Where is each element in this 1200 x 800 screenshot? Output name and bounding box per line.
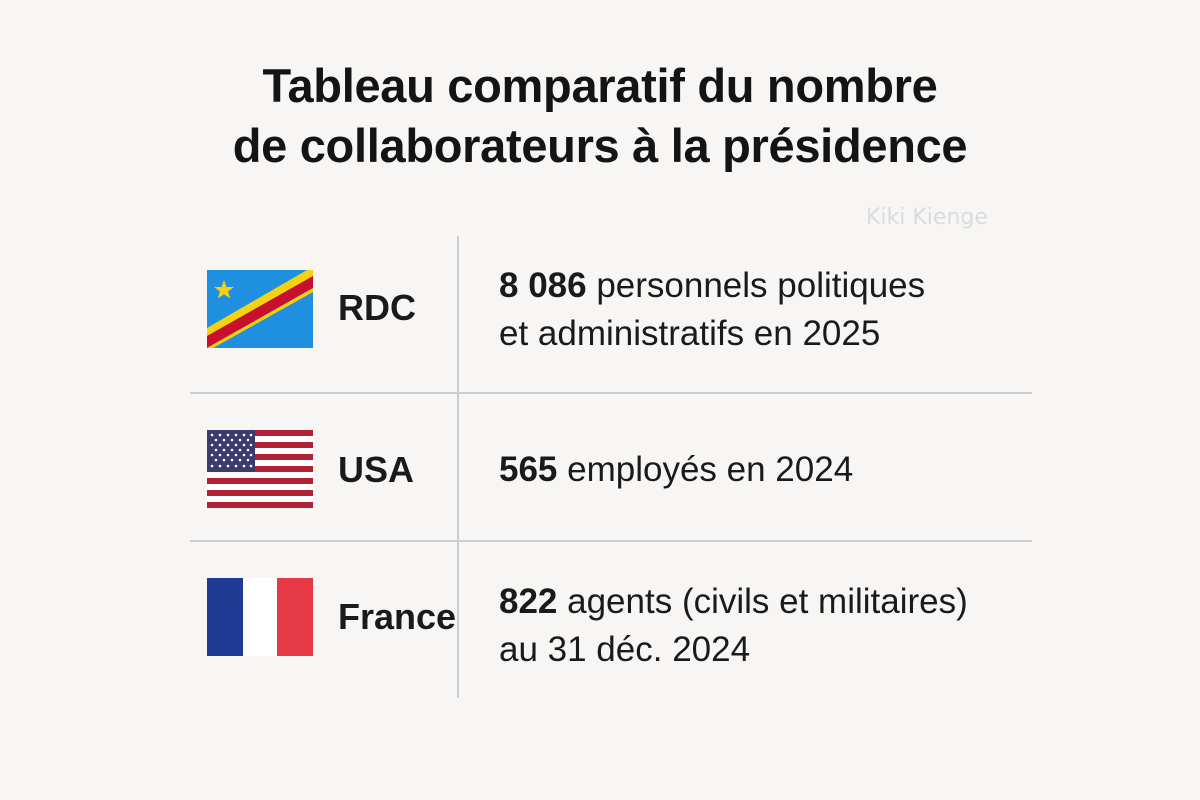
description-line: et administratifs en 2025 bbox=[499, 314, 881, 353]
drc-flag-icon bbox=[207, 270, 313, 348]
row-description-usa: 565 employés en 2024 bbox=[499, 446, 853, 494]
staff-count: 565 bbox=[499, 450, 558, 489]
column-divider bbox=[457, 236, 459, 698]
description-line: au 31 déc. 2024 bbox=[499, 630, 751, 669]
title-line-1: Tableau comparatif du nombre bbox=[262, 59, 938, 112]
row-description-rdc: 8 086 personnels politiques et administr… bbox=[499, 262, 925, 358]
country-label-france: France bbox=[338, 596, 457, 637]
row-divider-2 bbox=[190, 540, 1032, 542]
row-divider-1 bbox=[190, 392, 1032, 394]
country-label-usa: USA bbox=[338, 449, 415, 490]
title-line-2: de collaborateurs à la présidence bbox=[232, 119, 968, 172]
watermark: Kiki Kienge bbox=[866, 205, 988, 230]
staff-count: 8 086 bbox=[499, 266, 587, 305]
description-line: 822 agents (civils et militaires) bbox=[499, 578, 968, 626]
row-description-france: 822 agents (civils et militaires) au 31 … bbox=[499, 578, 968, 674]
country-label-rdc: RDC bbox=[338, 287, 416, 328]
description-line: 8 086 personnels politiques bbox=[499, 262, 925, 310]
description-text: personnels politiques bbox=[586, 266, 926, 305]
staff-count: 822 bbox=[499, 582, 558, 621]
description-text: employés en 2024 bbox=[557, 450, 854, 489]
france-flag-icon bbox=[207, 578, 313, 656]
page-title: Tableau comparatif du nombre de collabor… bbox=[0, 56, 1200, 176]
description-text: agents (civils et militaires) bbox=[557, 582, 968, 621]
description-line: 565 employés en 2024 bbox=[499, 446, 853, 494]
usa-flag-icon bbox=[207, 430, 313, 508]
